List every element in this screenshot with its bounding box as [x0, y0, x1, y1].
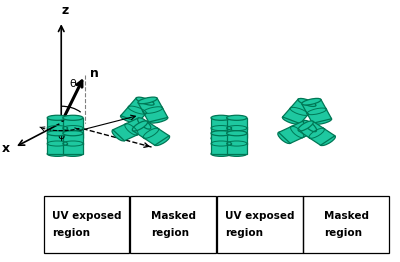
Ellipse shape: [227, 151, 247, 156]
Text: UV exposed
region: UV exposed region: [52, 211, 121, 238]
Polygon shape: [47, 133, 68, 154]
Ellipse shape: [320, 135, 336, 146]
Polygon shape: [113, 118, 150, 141]
Text: z: z: [62, 4, 69, 18]
Text: Masked
region: Masked region: [151, 211, 196, 238]
Ellipse shape: [298, 121, 313, 131]
Text: θ: θ: [70, 79, 76, 89]
Ellipse shape: [132, 121, 148, 131]
Ellipse shape: [154, 135, 170, 146]
Ellipse shape: [282, 116, 300, 124]
Ellipse shape: [211, 131, 231, 136]
Bar: [217, 196, 303, 253]
Polygon shape: [227, 118, 247, 138]
Ellipse shape: [138, 97, 157, 104]
Ellipse shape: [47, 115, 68, 120]
Ellipse shape: [211, 136, 231, 141]
Ellipse shape: [47, 151, 68, 156]
Polygon shape: [211, 133, 231, 154]
Polygon shape: [302, 99, 332, 123]
Polygon shape: [138, 98, 168, 122]
Polygon shape: [63, 118, 83, 138]
Ellipse shape: [227, 131, 247, 136]
Polygon shape: [133, 121, 169, 145]
Ellipse shape: [211, 115, 231, 120]
Bar: [304, 196, 389, 253]
Polygon shape: [211, 118, 231, 138]
Ellipse shape: [63, 151, 83, 156]
Ellipse shape: [120, 115, 138, 123]
Text: x: x: [2, 142, 10, 155]
Polygon shape: [47, 118, 68, 138]
Ellipse shape: [312, 118, 332, 124]
Ellipse shape: [303, 120, 317, 132]
Polygon shape: [279, 121, 316, 143]
Ellipse shape: [227, 115, 247, 120]
Ellipse shape: [136, 97, 154, 105]
Polygon shape: [282, 99, 316, 124]
Ellipse shape: [63, 131, 83, 136]
Polygon shape: [63, 133, 83, 154]
Text: φ: φ: [58, 131, 65, 141]
Ellipse shape: [302, 99, 321, 105]
Ellipse shape: [227, 136, 247, 141]
Bar: [130, 196, 216, 253]
Polygon shape: [298, 121, 335, 145]
Ellipse shape: [63, 115, 83, 120]
Ellipse shape: [298, 99, 316, 106]
Bar: [44, 196, 130, 253]
Ellipse shape: [278, 132, 291, 144]
Polygon shape: [227, 133, 247, 154]
Text: Masked
region: Masked region: [324, 211, 369, 238]
Text: n: n: [90, 67, 99, 80]
Ellipse shape: [138, 118, 151, 129]
Ellipse shape: [47, 131, 68, 136]
Ellipse shape: [211, 151, 231, 156]
Ellipse shape: [149, 116, 168, 123]
Ellipse shape: [47, 136, 68, 141]
Text: UV exposed
region: UV exposed region: [225, 211, 294, 238]
Ellipse shape: [112, 130, 125, 141]
Polygon shape: [121, 98, 154, 122]
Ellipse shape: [63, 136, 83, 141]
